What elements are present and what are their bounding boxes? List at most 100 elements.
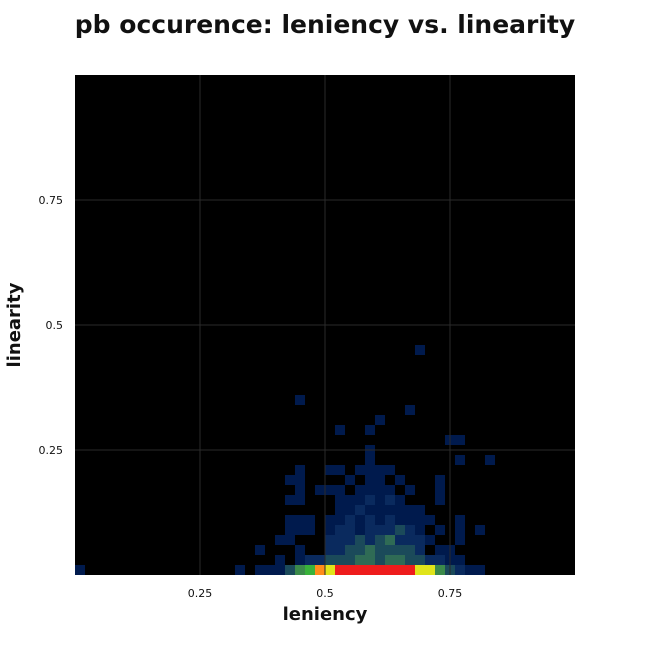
heatmap-cell xyxy=(455,455,465,465)
heatmap-cell xyxy=(275,565,285,575)
heatmap-cell xyxy=(295,525,305,535)
heatmap-cell xyxy=(375,415,385,425)
heatmap-cell xyxy=(365,545,375,555)
heatmap-cell xyxy=(365,535,375,545)
heatmap-cell xyxy=(375,485,385,495)
x-tick-label: 0.25 xyxy=(188,587,213,600)
y-axis-title: linearity xyxy=(4,282,25,367)
heatmap-cell xyxy=(325,485,335,495)
x-tick-label: 0.5 xyxy=(316,587,334,600)
heatmap-cell xyxy=(385,545,395,555)
heatmap-cell xyxy=(335,545,345,555)
heatmap-cell xyxy=(365,505,375,515)
heatmap-cell xyxy=(385,465,395,475)
heatmap-cell xyxy=(325,465,335,475)
y-tick-label: 0.5 xyxy=(46,319,64,332)
heatmap-cell xyxy=(295,395,305,405)
heatmap-cell xyxy=(475,565,485,575)
heatmap-cell xyxy=(435,495,445,505)
heatmap-cell xyxy=(305,565,315,575)
heatmap-cell xyxy=(275,535,285,545)
heatmap-cell xyxy=(335,485,345,495)
heatmap-cell xyxy=(425,535,435,545)
heatmap-cell xyxy=(455,555,465,565)
heatmap-cell xyxy=(345,505,355,515)
heatmap-cell xyxy=(385,565,395,575)
heatmap-cell xyxy=(285,525,295,535)
heatmap-cell xyxy=(355,485,365,495)
x-tick-label: 0.75 xyxy=(438,587,463,600)
heatmap-cell xyxy=(425,565,435,575)
heatmap-cell xyxy=(345,495,355,505)
heatmap-cell xyxy=(345,475,355,485)
heatmap-cell xyxy=(395,565,405,575)
heatmap-cell xyxy=(415,345,425,355)
heatmap-cell xyxy=(335,425,345,435)
heatmap-cell xyxy=(415,515,425,525)
heatmap-cell xyxy=(295,475,305,485)
heatmap-cell xyxy=(285,565,295,575)
heatmap-cell xyxy=(435,475,445,485)
heatmap-cell xyxy=(365,485,375,495)
heatmap-cell xyxy=(285,475,295,485)
heatmap-cell xyxy=(415,535,425,545)
heatmap-cell xyxy=(385,555,395,565)
heatmap-cell xyxy=(375,495,385,505)
heatmap-cell xyxy=(75,565,85,575)
heatmap-cell xyxy=(375,555,385,565)
heatmap-cell xyxy=(295,495,305,505)
heatmap-cell xyxy=(375,525,385,535)
heatmap-cell xyxy=(335,565,345,575)
heatmap-cell xyxy=(375,505,385,515)
grid-lines xyxy=(75,75,575,575)
heatmap-cell xyxy=(295,515,305,525)
heatmap-cell xyxy=(285,535,295,545)
y-tick-label: 0.75 xyxy=(39,194,64,207)
heatmap-cell xyxy=(275,555,285,565)
heatmap-cell xyxy=(305,525,315,535)
heatmap-cell xyxy=(335,555,345,565)
heatmap-cell xyxy=(375,475,385,485)
heatmap-cell xyxy=(385,485,395,495)
heatmap-cell xyxy=(365,515,375,525)
heatmap-cell xyxy=(395,535,405,545)
heatmap-cells xyxy=(75,345,495,575)
heatmap-cell xyxy=(405,555,415,565)
heatmap-cell xyxy=(365,525,375,535)
heatmap-cell xyxy=(345,565,355,575)
heatmap-cell xyxy=(415,505,425,515)
heatmap-cell xyxy=(355,495,365,505)
heatmap-cell xyxy=(375,515,385,525)
heatmap-cell xyxy=(255,545,265,555)
heatmap-cell xyxy=(395,525,405,535)
heatmap-cell xyxy=(365,555,375,565)
heatmap-cell xyxy=(365,465,375,475)
heatmap-cell xyxy=(435,565,445,575)
heatmap-cell xyxy=(425,555,435,565)
heatmap-cell xyxy=(435,485,445,495)
heatmap-cell xyxy=(335,505,345,515)
heatmap-cell xyxy=(235,565,245,575)
heatmap-cell xyxy=(385,525,395,535)
heatmap-cell xyxy=(395,505,405,515)
heatmap-cell xyxy=(325,555,335,565)
heatmap-cell xyxy=(345,515,355,525)
heatmap-cell xyxy=(355,535,365,545)
heatmap-cell xyxy=(405,505,415,515)
heatmap-cell xyxy=(255,565,265,575)
heatmap-cell xyxy=(375,565,385,575)
heatmap-cell xyxy=(335,515,345,525)
heatmap-cell xyxy=(345,535,355,545)
heatmap-cell xyxy=(415,555,425,565)
heatmap-cell xyxy=(295,565,305,575)
heatmap-cell xyxy=(465,565,475,575)
heatmap-cell xyxy=(335,535,345,545)
y-tick-label: 0.25 xyxy=(39,444,64,457)
heatmap-cell xyxy=(435,525,445,535)
y-tick-labels: 0.25 0.5 0.75 xyxy=(39,194,64,457)
heatmap-cell xyxy=(325,515,335,525)
heatmap-cell xyxy=(395,495,405,505)
heatmap-cell xyxy=(285,515,295,525)
heatmap-cell xyxy=(325,535,335,545)
